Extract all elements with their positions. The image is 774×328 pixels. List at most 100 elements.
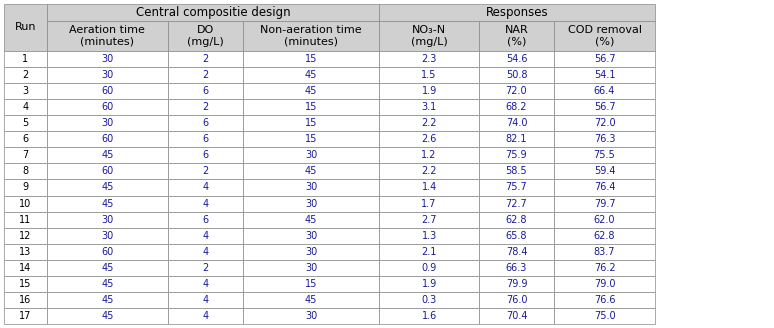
Bar	[4, 99, 47, 115]
Text: 65.8: 65.8	[505, 231, 527, 241]
Text: 83.7: 83.7	[594, 247, 615, 257]
Bar	[168, 195, 243, 212]
Bar	[379, 131, 479, 147]
Text: COD removal
(%): COD removal (%)	[567, 25, 642, 47]
Bar	[554, 308, 655, 324]
Text: 45: 45	[101, 182, 114, 193]
Text: 75.0: 75.0	[594, 311, 615, 321]
Text: 30: 30	[305, 150, 317, 160]
Text: 6: 6	[202, 118, 208, 128]
Bar	[4, 179, 47, 195]
Bar	[47, 212, 168, 228]
Bar	[4, 292, 47, 308]
Text: 6: 6	[202, 86, 208, 96]
Bar	[4, 228, 47, 244]
Bar	[4, 163, 47, 179]
Text: 66.3: 66.3	[505, 263, 527, 273]
Bar	[479, 228, 554, 244]
Bar	[554, 276, 655, 292]
Text: 68.2: 68.2	[505, 102, 527, 112]
Text: 0.9: 0.9	[422, 263, 437, 273]
Text: 4: 4	[202, 279, 208, 289]
Text: 15: 15	[305, 102, 317, 112]
Bar	[168, 163, 243, 179]
Text: 9: 9	[22, 182, 29, 193]
Bar	[4, 115, 47, 131]
Bar	[554, 115, 655, 131]
Bar	[379, 147, 479, 163]
Text: 60: 60	[101, 134, 114, 144]
Bar	[243, 131, 379, 147]
Bar	[4, 244, 47, 260]
Bar	[243, 163, 379, 179]
Bar	[554, 51, 655, 67]
Text: 45: 45	[305, 70, 317, 80]
Text: 56.7: 56.7	[594, 102, 615, 112]
Text: Responses: Responses	[486, 6, 549, 19]
Bar	[479, 179, 554, 195]
Bar	[168, 292, 243, 308]
Bar	[47, 276, 168, 292]
Text: 45: 45	[305, 295, 317, 305]
Bar	[554, 244, 655, 260]
Text: 76.2: 76.2	[594, 263, 615, 273]
Bar	[479, 244, 554, 260]
Bar	[243, 21, 379, 51]
Bar	[479, 147, 554, 163]
Bar	[168, 51, 243, 67]
Bar	[379, 260, 479, 276]
Text: NO₃-N
(mg/L): NO₃-N (mg/L)	[411, 25, 447, 47]
Bar	[47, 21, 168, 51]
Bar	[4, 83, 47, 99]
Text: 16: 16	[19, 295, 32, 305]
Bar	[554, 212, 655, 228]
Bar	[479, 276, 554, 292]
Text: 30: 30	[101, 70, 114, 80]
Text: DO
(mg/L): DO (mg/L)	[187, 25, 224, 47]
Text: 62.0: 62.0	[594, 215, 615, 225]
Bar	[243, 51, 379, 67]
Bar	[168, 99, 243, 115]
Bar	[479, 260, 554, 276]
Bar	[479, 131, 554, 147]
Text: 1.7: 1.7	[421, 198, 437, 209]
Text: 4: 4	[22, 102, 29, 112]
Text: 30: 30	[101, 215, 114, 225]
Text: 3: 3	[22, 86, 29, 96]
Bar	[47, 244, 168, 260]
Text: 79.7: 79.7	[594, 198, 615, 209]
Bar	[243, 212, 379, 228]
Bar	[479, 99, 554, 115]
Text: 1.9: 1.9	[422, 86, 437, 96]
Text: 70.4: 70.4	[505, 311, 527, 321]
Bar	[4, 131, 47, 147]
Bar	[379, 195, 479, 212]
Bar	[379, 67, 479, 83]
Text: 58.5: 58.5	[505, 166, 527, 176]
Bar	[47, 292, 168, 308]
Bar	[243, 228, 379, 244]
Bar	[47, 195, 168, 212]
Text: 72.0: 72.0	[594, 118, 615, 128]
Text: 60: 60	[101, 86, 114, 96]
Text: 17: 17	[19, 311, 32, 321]
Text: 6: 6	[202, 150, 208, 160]
Bar	[47, 4, 379, 21]
Bar	[47, 115, 168, 131]
Text: Run: Run	[15, 23, 36, 32]
Bar	[168, 276, 243, 292]
Text: 79.0: 79.0	[594, 279, 615, 289]
Text: 2.7: 2.7	[421, 215, 437, 225]
Text: 30: 30	[305, 231, 317, 241]
Bar	[4, 67, 47, 83]
Text: 2: 2	[202, 263, 208, 273]
Bar	[168, 115, 243, 131]
Text: 10: 10	[19, 198, 32, 209]
Bar	[243, 292, 379, 308]
Bar	[4, 195, 47, 212]
Text: NAR
(%): NAR (%)	[505, 25, 529, 47]
Text: 45: 45	[305, 215, 317, 225]
Text: 62.8: 62.8	[594, 231, 615, 241]
Bar	[479, 163, 554, 179]
Bar	[168, 244, 243, 260]
